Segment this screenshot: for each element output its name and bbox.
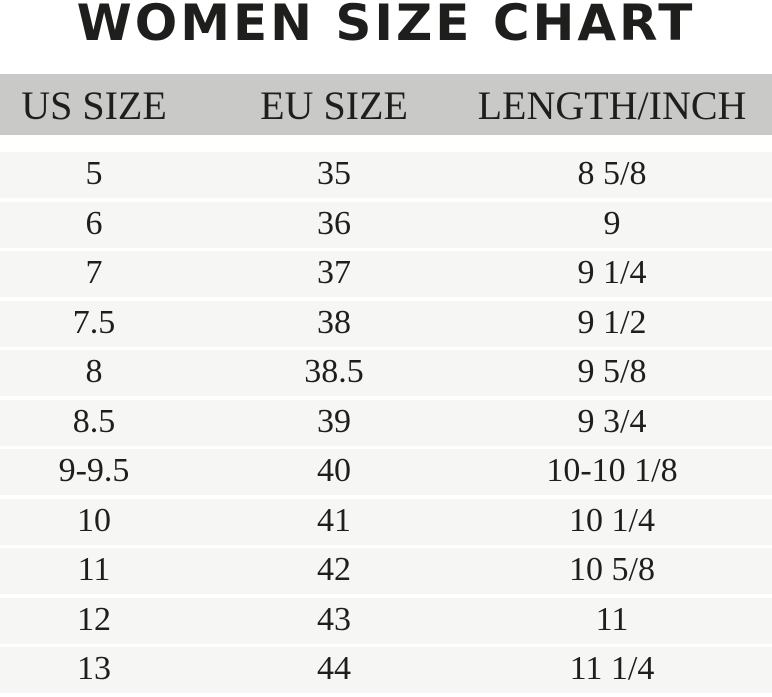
us-size-cell: 7.5 — [72, 303, 116, 341]
length-cell: 11 — [595, 600, 629, 638]
length-cell: 9 1/4 — [577, 254, 647, 291]
eu-size-cell: 38.5 — [304, 353, 364, 390]
length-cell: 10 5/8 — [569, 551, 655, 588]
table-row: 8 38.5 9 5/8 — [0, 350, 772, 396]
table-row: 13 44 11 1/4 — [0, 647, 772, 693]
us-size-cell: 6 — [85, 204, 103, 242]
eu-size-cell: 43 — [317, 600, 351, 638]
eu-size-cell: 40 — [317, 452, 351, 489]
us-size-cell: 11 — [77, 551, 111, 588]
eu-size-cell: 39 — [317, 402, 351, 440]
table-row: 7 37 9 1/4 — [0, 251, 772, 297]
eu-size-cell: 38 — [317, 303, 351, 341]
us-size-cell: 8.5 — [72, 402, 116, 440]
us-size-cell: 8 — [85, 353, 103, 390]
length-cell: 9 5/8 — [577, 353, 647, 390]
length-cell: 10-10 1/8 — [546, 452, 678, 489]
table-body: 5 35 8 5/8 6 36 9 7 37 9 1/4 7.5 38 9 1/2 8 38.5 9 5/8… — [0, 152, 772, 697]
length-cell: 9 — [603, 204, 621, 242]
eu-size-cell: 36 — [317, 204, 351, 242]
us-size-cell: 5 — [85, 155, 103, 192]
page-title: WOMEN SIZE CHART — [76, 0, 696, 52]
eu-size-cell: 35 — [317, 155, 351, 192]
us-size-cell: 9-9.5 — [58, 452, 130, 489]
table-header: US SIZE EU SIZE LENGTH/INCH — [0, 74, 772, 135]
length-cell: 9 1/2 — [577, 303, 647, 341]
header-length-inch: LENGTH/INCH — [477, 83, 747, 128]
table-row: 12 43 11 — [0, 597, 772, 644]
header-us-size: US SIZE — [21, 83, 167, 128]
eu-size-cell: 41 — [317, 501, 351, 539]
us-size-cell: 7 — [85, 254, 103, 291]
table-row: 7.5 38 9 1/2 — [0, 300, 772, 347]
header-eu-size: EU SIZE — [260, 83, 408, 128]
us-size-cell: 13 — [77, 650, 111, 687]
length-cell: 11 1/4 — [569, 650, 655, 687]
length-cell: 9 3/4 — [577, 402, 647, 440]
length-cell: 8 5/8 — [577, 155, 647, 192]
table-row: 9-9.5 40 10-10 1/8 — [0, 449, 772, 495]
us-size-cell: 12 — [77, 600, 111, 638]
table-row: 6 36 9 — [0, 201, 772, 248]
eu-size-cell: 44 — [317, 650, 351, 687]
us-size-cell: 10 — [77, 501, 111, 539]
table-row: 5 35 8 5/8 — [0, 152, 772, 198]
table-row: 10 41 10 1/4 — [0, 498, 772, 545]
table-row: 11 42 10 5/8 — [0, 548, 772, 594]
eu-size-cell: 37 — [317, 254, 351, 291]
eu-size-cell: 42 — [317, 551, 351, 588]
table-row: 8.5 39 9 3/4 — [0, 399, 772, 446]
length-cell: 10 1/4 — [569, 501, 655, 539]
